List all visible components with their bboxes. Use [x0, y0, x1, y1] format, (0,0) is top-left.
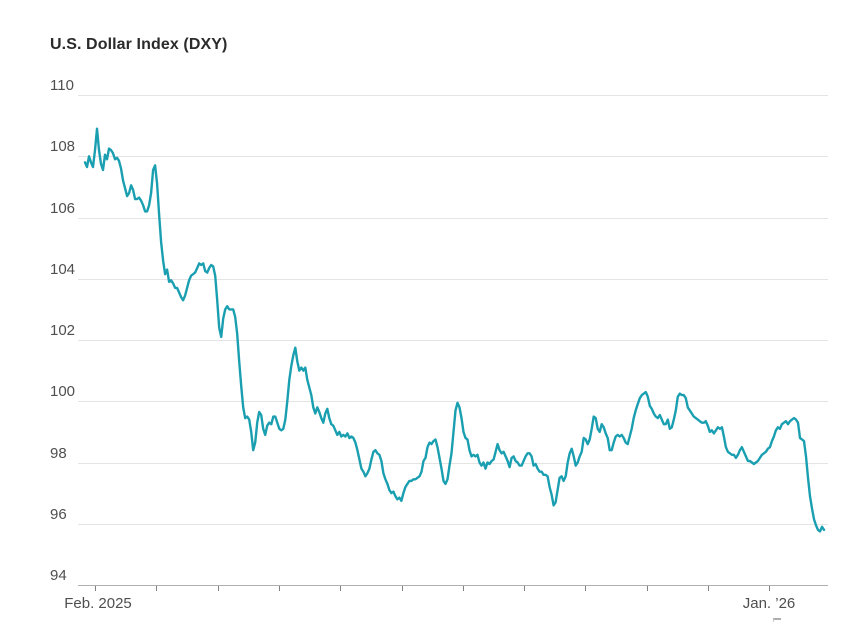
y-axis-label: 100	[50, 383, 76, 401]
cropped-text-fragment	[773, 618, 781, 622]
dxy-series-line	[83, 127, 826, 533]
y-axis-label: 104	[50, 260, 76, 278]
y-axis-label: 106	[50, 199, 76, 217]
y-axis-label: 94	[50, 567, 67, 584]
y-axis-label: 108	[50, 138, 76, 156]
y-axis-label: 96	[50, 505, 67, 523]
chart-title: U.S. Dollar Index (DXY)	[50, 36, 228, 53]
x-axis-label-last: Jan. ’26	[742, 595, 796, 612]
x-axis-label-first: Feb. 2025	[64, 595, 132, 612]
y-axis-label: 102	[50, 322, 76, 339]
y-axis-label: 98	[50, 444, 67, 462]
y-axis-label: 110	[50, 77, 74, 94]
